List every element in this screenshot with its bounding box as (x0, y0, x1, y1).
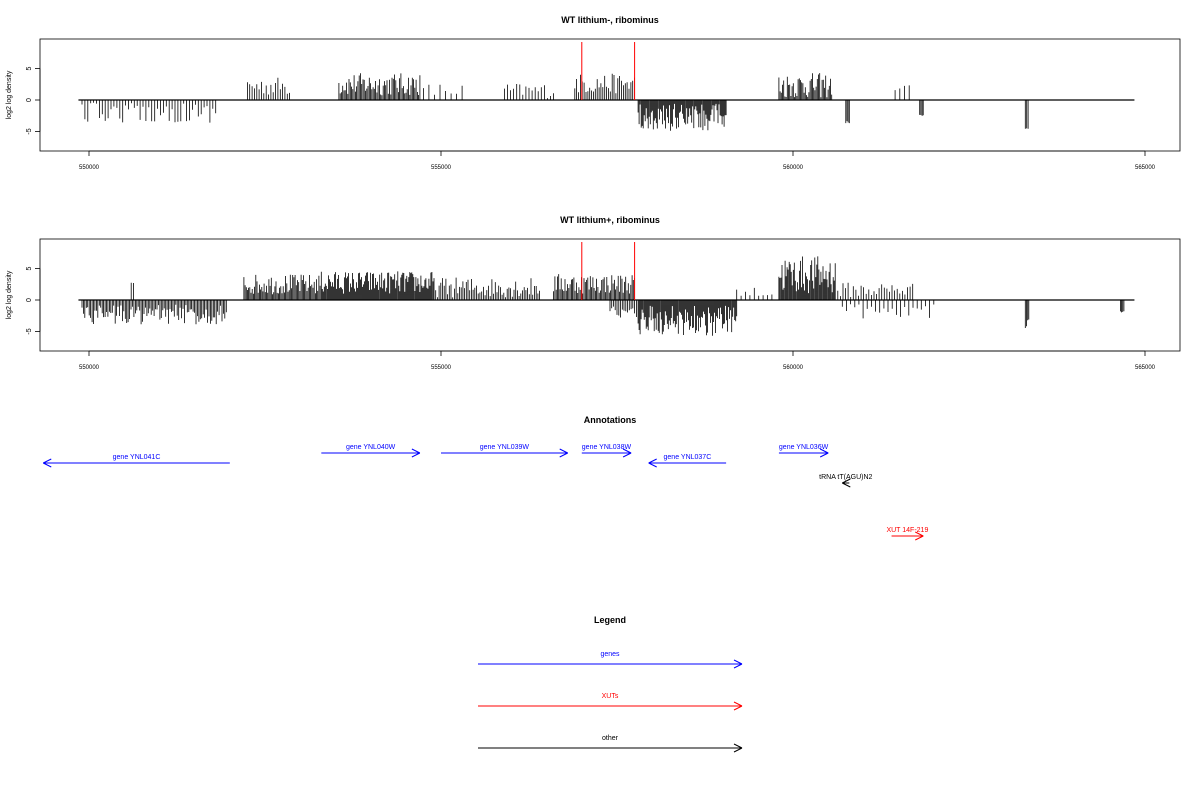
y-tick-label: -5 (26, 128, 33, 134)
density-bars (78, 256, 1135, 336)
annotations-title: Annotations (584, 415, 637, 425)
feature-arrow (581, 448, 632, 458)
density-bar-path (81, 73, 1029, 131)
plot-frame (39, 238, 1181, 352)
region-markers (581, 42, 636, 100)
y-tick-label: 5 (26, 266, 33, 270)
density-bars (78, 73, 1135, 131)
feature-arrow (778, 448, 829, 458)
legend-arrow (478, 701, 743, 711)
x-tick-label: 550000 (79, 165, 100, 171)
y-tick-label: 5 (26, 66, 33, 70)
x-tick-label: 560000 (783, 365, 804, 371)
x-tick-label: 555000 (431, 165, 452, 171)
feature-label: gene YNL038W (582, 444, 632, 451)
x-tick-label: 565000 (1135, 165, 1156, 171)
y-axis: -5 0 5 (26, 266, 41, 335)
y-tick-label: 0 (26, 98, 33, 102)
legend-arrow (478, 659, 743, 669)
y-axis-label: log2 log density (6, 70, 13, 119)
x-tick-label: 565000 (1135, 365, 1156, 371)
feature-arrow (648, 458, 727, 468)
feature-arrow (43, 458, 230, 468)
y-axis: -5 0 5 (26, 66, 41, 135)
feature-label: gene YNL041C (113, 454, 161, 461)
y-tick-label: -5 (26, 328, 33, 334)
x-axis: 550000 555000 560000 565000 (79, 150, 1156, 171)
feature-label: gene YNL039W (480, 444, 530, 451)
x-axis: 550000 555000 560000 565000 (79, 350, 1156, 371)
feature-arrow (842, 478, 851, 488)
track-title: WT lithium-, ribominus (561, 15, 659, 25)
track-panel-lithium-plus: WT lithium+, ribominus log2 log density … (6, 215, 1181, 371)
x-tick-label: 560000 (783, 165, 804, 171)
legend-items: genes XUTs other (478, 651, 743, 753)
track-title: WT lithium+, ribominus (560, 215, 660, 225)
feature-label: gene YNL040W (346, 444, 396, 451)
feature-label: XUT 14F-219 (886, 527, 928, 534)
feature-arrow (321, 448, 421, 458)
region-markers (581, 242, 636, 300)
legend-title: Legend (594, 615, 626, 625)
y-tick-label: 0 (26, 298, 33, 302)
legend-label: XUTs (602, 693, 619, 700)
legend-label: genes (600, 651, 620, 658)
density-bar-path (81, 256, 1125, 336)
track-panel-lithium-minus: WT lithium-, ribominus log2 log density … (6, 15, 1181, 171)
feature-label: tRNA tT(AGU)N2 (819, 474, 872, 481)
legend-arrow (478, 743, 743, 753)
x-tick-label: 555000 (431, 365, 452, 371)
x-tick-label: 550000 (79, 365, 100, 371)
feature-arrow (891, 531, 924, 541)
feature-label: gene YNL037C (664, 454, 712, 461)
feature-arrow (441, 448, 568, 458)
annotation-features: gene YNL041C gene YNL040W gene YNL039W gene… (43, 444, 928, 541)
y-axis-label: log2 log density (6, 270, 13, 319)
feature-label: gene YNL036W (779, 444, 829, 451)
legend-panel: Legend genes XUTs other (478, 615, 743, 753)
legend-label: other (602, 735, 619, 742)
